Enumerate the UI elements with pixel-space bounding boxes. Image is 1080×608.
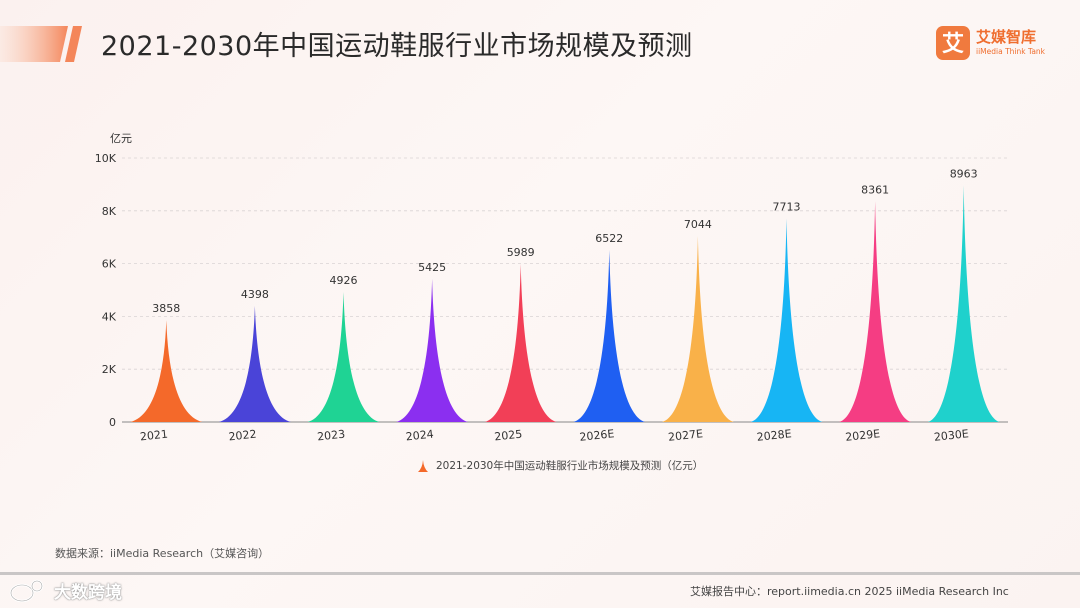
x-tick-label-2023: 2023 (317, 428, 346, 444)
bar-2022 (218, 305, 291, 422)
footer-divider (0, 572, 1080, 575)
x-tick-label-2024: 2024 (405, 428, 434, 444)
x-tick-label-2022: 2022 (228, 428, 257, 444)
bar-2026E (573, 249, 646, 422)
chart-legend: 2021-2030年中国运动鞋服行业市场规模及预测（亿元） (418, 458, 703, 473)
y-tick-label: 2K (102, 363, 117, 376)
chart-marks: 3858 4398 4926 5425 5989 6522 7044 7713 8361 8963 (130, 167, 1000, 422)
brand-name-cn: 艾媒智库 (976, 28, 1037, 46)
bar-2025 (484, 263, 557, 422)
x-tick-label-2028E: 2028E (756, 427, 792, 444)
page-title: 2021-2030年中国运动鞋服行业市场规模及预测 (101, 31, 693, 62)
market-size-chart: 0 2K 4K 6K 8K 10K 2021 2022 2023 2024 2025 2026E 202… (95, 132, 1008, 444)
svg-text:艾: 艾 (942, 32, 964, 57)
data-label-2024: 5425 (418, 261, 446, 274)
y-tick-label: 0 (109, 416, 116, 429)
bar-2023 (307, 291, 380, 422)
x-tick-label-2027E: 2027E (667, 427, 703, 444)
legend-label: 2021-2030年中国运动鞋服行业市场规模及预测（亿元） (436, 460, 704, 472)
bar-2027E (661, 236, 734, 422)
x-tick-label-2025: 2025 (494, 428, 523, 444)
data-label-2026E: 6522 (595, 232, 623, 245)
data-label-2029E: 8361 (861, 183, 889, 196)
bar-2029E (839, 201, 912, 422)
data-label-2021: 3858 (152, 302, 180, 315)
bar-2024 (396, 278, 469, 422)
data-label-2028E: 7713 (773, 200, 801, 213)
watermark-text: 大数跨境 (54, 583, 122, 603)
chart-gridlines (122, 157, 1008, 370)
y-axis-label: 亿元 (110, 132, 132, 145)
legend-marker-icon (418, 459, 428, 472)
x-tick-label-2026E: 2026E (579, 427, 615, 444)
watermark: 大数跨境 (8, 578, 122, 603)
data-label-2022: 4398 (241, 288, 269, 301)
weibo-like-icon (9, 579, 44, 602)
brand-logo-icon: 艾 (936, 26, 970, 60)
data-label-2030E: 8963 (950, 167, 978, 180)
data-label-2025: 5989 (507, 246, 535, 259)
data-label-2027E: 7044 (684, 218, 712, 231)
footer-report-center: 艾媒报告中心：report.iimedia.cn 2025 iiMedia Re… (690, 585, 1009, 598)
y-tick-label: 4K (102, 310, 117, 323)
y-tick-label: 8K (102, 205, 117, 218)
x-tick-label-2030E: 2030E (933, 427, 969, 444)
brand-name-en: iiMedia Think Tank (976, 47, 1046, 56)
bar-2028E (750, 218, 823, 422)
x-tick-label-2021: 2021 (139, 428, 168, 444)
x-tick-label-2029E: 2029E (845, 427, 881, 444)
y-tick-label: 6K (102, 258, 117, 271)
y-tick-label: 10K (95, 152, 117, 165)
bar-2021 (130, 320, 203, 422)
data-source: 数据来源：iiMedia Research（艾媒咨询） (55, 547, 270, 560)
brand-logo-block: 艾 艾媒智库 iiMedia Think Tank (936, 24, 1056, 64)
data-label-2023: 4926 (330, 274, 358, 287)
header-accent-stripe (0, 26, 82, 62)
bar-2030E (927, 185, 1000, 422)
